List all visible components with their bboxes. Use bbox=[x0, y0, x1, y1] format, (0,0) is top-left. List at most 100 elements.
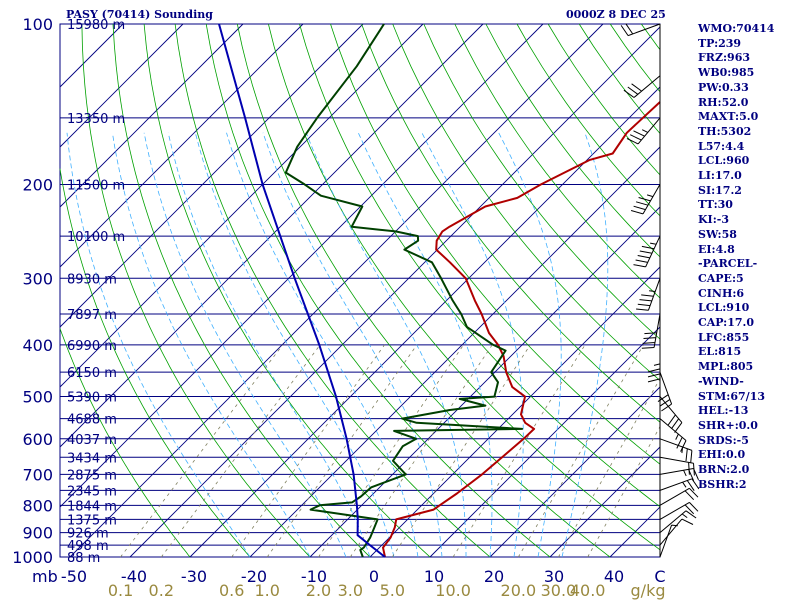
index-item: SHR+:0.0 bbox=[698, 418, 758, 432]
dry-adiabat-line bbox=[547, 23, 661, 176]
mixing-ratio-line bbox=[266, 344, 418, 558]
index-item: WMO:70414 bbox=[698, 22, 775, 35]
dry-adiabat-line bbox=[423, 23, 661, 340]
index-item: CAPE:5 bbox=[698, 271, 744, 285]
height-label: 88 m bbox=[67, 551, 100, 566]
mixing-ratio-line bbox=[452, 344, 586, 558]
mixing-ratio-tick-label: 1.0 bbox=[254, 581, 279, 600]
stability-index-panel: WMO:70414 TP:239 FRZ:963 WB0:985 PW:0.33 RH:5… bbox=[698, 22, 800, 493]
wind-barb bbox=[636, 278, 661, 311]
wind-barb bbox=[623, 75, 661, 98]
mixing-ratio-line bbox=[231, 344, 385, 558]
moist-adiabat-line bbox=[112, 132, 311, 558]
isotherm-line bbox=[249, 146, 661, 558]
pressure-tick-label: 700 bbox=[22, 465, 53, 484]
index-item: CINH:6 bbox=[698, 286, 745, 300]
isotherm-line bbox=[189, 86, 661, 558]
isotherm-line bbox=[369, 266, 661, 558]
wind-barb bbox=[659, 501, 699, 520]
moist-adiabat-line bbox=[561, 132, 609, 558]
isotherm-line bbox=[549, 446, 661, 558]
mixing-ratio-tick-label: 0.2 bbox=[149, 581, 174, 600]
sounding-traces bbox=[218, 23, 661, 558]
index-item: BSHR:2 bbox=[698, 477, 747, 491]
height-label: 4037 m bbox=[67, 433, 117, 448]
index-item: RH:52.0 bbox=[698, 95, 749, 109]
mixing-ratio-tick-label: 2.0 bbox=[306, 581, 331, 600]
temperature-tick-label: 40 bbox=[604, 567, 624, 586]
index-item: KI:-3 bbox=[698, 213, 729, 227]
height-label: 11500 m bbox=[67, 178, 125, 193]
index-item: EI:4.8 bbox=[698, 242, 735, 256]
height-label: 1375 m bbox=[67, 513, 117, 528]
moist-adiabat-line bbox=[66, 132, 251, 558]
isotherm-line bbox=[59, 23, 544, 508]
moist-adiabat-line bbox=[357, 132, 493, 558]
height-label: 1844 m bbox=[67, 499, 117, 514]
index-item: TP:239 bbox=[698, 36, 742, 50]
index-item: SRDS:-5 bbox=[698, 433, 749, 447]
mixing-ratio-line bbox=[120, 344, 284, 558]
isotherm-line bbox=[69, 23, 604, 558]
index-item: TH:5302 bbox=[698, 124, 752, 138]
moist-adiabat-line bbox=[194, 132, 395, 558]
mixing-ratio-tick-label: 5.0 bbox=[380, 581, 405, 600]
moist-adiabat-line bbox=[143, 132, 347, 558]
pressure-tick-label: 500 bbox=[22, 388, 53, 407]
dry-adiabat-line bbox=[485, 23, 661, 258]
isotherm-line bbox=[609, 506, 661, 558]
index-item: STM:67/13 bbox=[698, 389, 765, 403]
index-item: FRZ:963 bbox=[698, 51, 751, 65]
dry-adiabat-line bbox=[81, 23, 311, 558]
moist-adiabat-line bbox=[498, 132, 562, 558]
isotherm-line bbox=[129, 26, 661, 558]
temperature-tick-label: 30 bbox=[544, 567, 564, 586]
pressure-tick-label: 1000 bbox=[12, 548, 53, 567]
index-item: MPL:805 bbox=[698, 360, 754, 374]
wind-barb bbox=[659, 456, 695, 476]
axis-labels: 0.1 0.2 0.6 1.0 2.0 3.0 5.0 10.0 20.0 30.040.0 g/k… bbox=[12, 15, 665, 600]
mixing-ratio-line bbox=[318, 344, 464, 558]
mixing-ratio-line bbox=[558, 378, 661, 558]
wind-barb bbox=[659, 518, 694, 546]
dry-adiabat-line bbox=[609, 23, 661, 93]
wind-barb bbox=[659, 418, 687, 452]
mixing-ratio-tick-label: 30.0 bbox=[541, 581, 577, 600]
height-label: 10100 m bbox=[67, 230, 125, 245]
dry-adiabat-line bbox=[59, 328, 191, 558]
wind-barb bbox=[620, 23, 661, 37]
pressure-tick-label: 300 bbox=[22, 269, 53, 288]
height-label: 8930 m bbox=[67, 272, 117, 287]
wind-barb bbox=[647, 344, 661, 383]
pressure-tick-label: 600 bbox=[22, 430, 53, 449]
mixing-ratio-line bbox=[587, 426, 661, 558]
dry-adiabat-line bbox=[392, 23, 661, 381]
dry-adiabat-line bbox=[516, 23, 661, 217]
index-item: LFC:855 bbox=[698, 330, 750, 344]
mixing-ratio-tick-label: 20.0 bbox=[501, 581, 537, 600]
moist-adiabat-line bbox=[305, 132, 467, 557]
mixing-ratio-tick-label: 40.0 bbox=[570, 581, 606, 600]
mixing-ratio-tick-label: 10.0 bbox=[435, 581, 471, 600]
temperature-tick-label: -40 bbox=[121, 567, 147, 586]
dry-adiabat-line bbox=[268, 23, 661, 551]
index-item: LI:17.0 bbox=[698, 169, 742, 183]
index-item: -WIND- bbox=[698, 374, 744, 388]
mixing-ratio-tick-label: 0.1 bbox=[108, 581, 133, 600]
dry-adiabat-line bbox=[578, 23, 661, 134]
isotherm-line bbox=[59, 23, 244, 208]
temperature-tick-label: -30 bbox=[181, 567, 207, 586]
wind-barb bbox=[659, 510, 697, 533]
dry-adiabat-line bbox=[361, 23, 661, 423]
dry-adiabat-line bbox=[59, 168, 251, 558]
index-item: L57:4.4 bbox=[698, 139, 745, 153]
height-label: 4688 m bbox=[67, 413, 117, 428]
dry-adiabat-line bbox=[143, 23, 431, 558]
temperature-tick-label: 20 bbox=[484, 567, 504, 586]
isotherm-line bbox=[309, 206, 661, 558]
wind-barb bbox=[659, 478, 700, 491]
wind-barb bbox=[659, 438, 693, 463]
mixing-ratio-line bbox=[349, 344, 493, 558]
isotherm-line bbox=[429, 326, 661, 558]
